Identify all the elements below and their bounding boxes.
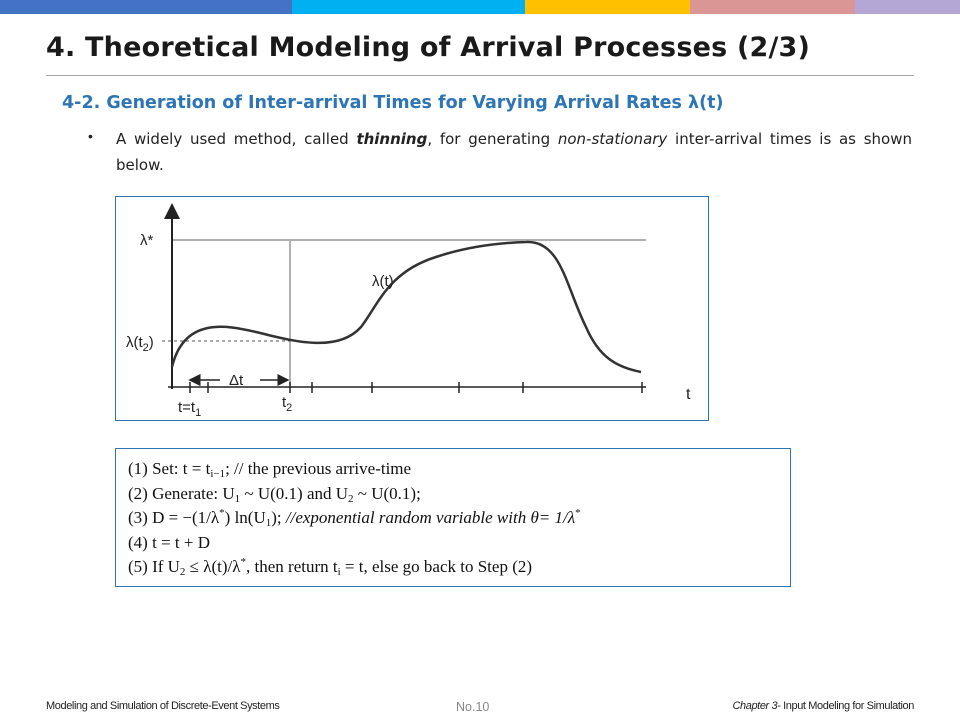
- algorithm-step-4: (4) t = t + D: [128, 532, 210, 552]
- top-bar-segment: [690, 0, 855, 14]
- thinning-figure: λ* λ(t) λ(t2) Δt t t=t1 t2: [115, 196, 709, 421]
- top-bar-segment: [855, 0, 960, 14]
- bullet-text-part: , for generating: [427, 130, 558, 148]
- footer-chapter: Chapter 3- Input Modeling for Simulation: [732, 700, 914, 712]
- bullet-marker: •: [88, 128, 93, 144]
- bullet-term-non-stationary: non-stationary: [557, 130, 668, 148]
- section-subtitle: 4-2. Generation of Inter-arrival Times f…: [62, 93, 724, 113]
- t2-label: t2: [282, 394, 292, 414]
- algorithm-step-2: (2) Generate: U1 ~ U(0.1) and U2 ~ U(0.1…: [128, 483, 421, 505]
- footer-course-name: Modeling and Simulation of Discrete-Even…: [46, 700, 280, 712]
- t-equals-t1-label: t=t1: [178, 399, 201, 419]
- lambda-star-label: λ*: [140, 232, 154, 249]
- algorithm-step-5: (5) If U2 ≤ λ(t)/λ*, then return ti = t,…: [128, 556, 533, 578]
- lambda-t2-label: λ(t2): [126, 334, 154, 354]
- t-axis-label: t: [686, 386, 691, 403]
- top-bar-segment: [525, 0, 690, 14]
- delta-t-label: Δt: [229, 372, 244, 389]
- algorithm-step-3: (3) D = −(1/λ*) ln(U1); //exponential ra…: [128, 507, 581, 529]
- bullet-term-thinning: thinning: [356, 130, 428, 148]
- top-bar-segment: [292, 0, 525, 14]
- algorithm-step-1: (1) Set: t = ti−1; // the previous arriv…: [128, 459, 412, 480]
- bullet-text-part: inter-arrival times is as shown below.: [116, 130, 912, 174]
- x-axis-ticks: [189, 382, 643, 393]
- title-divider: [46, 75, 914, 76]
- footer-page-number: No.10: [456, 700, 490, 714]
- top-color-bar: [0, 0, 960, 14]
- lambda-t-label: λ(t): [372, 273, 394, 290]
- bullet-text-part: A widely used method, called: [116, 130, 357, 148]
- rate-function-diagram: λ* λ(t) λ(t2) Δt t t=t1 t2: [126, 203, 691, 419]
- top-bar-segment: [0, 0, 292, 14]
- slide-title: 4. Theoretical Modeling of Arrival Proce…: [46, 32, 811, 63]
- bullet-text: A widely used method, called thinning, f…: [116, 126, 912, 178]
- lambda-t-curve: [170, 240, 642, 374]
- thinning-algorithm-box: (1) Set: t = ti−1; // the previous arriv…: [115, 448, 791, 587]
